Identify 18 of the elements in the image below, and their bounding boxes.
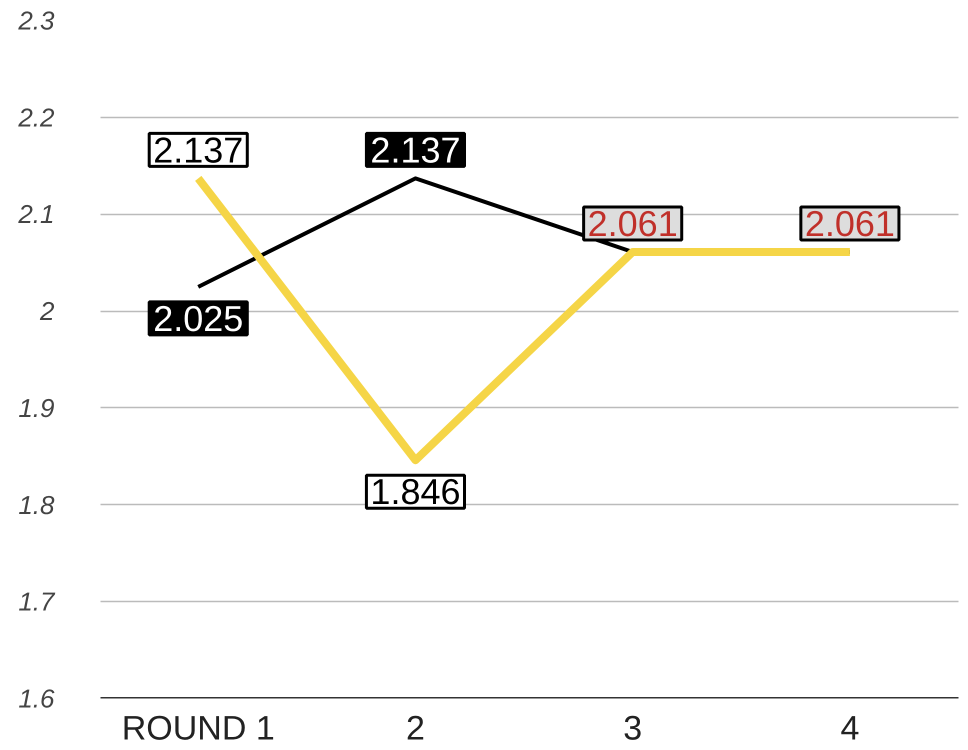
y-tick-label: 2.3	[17, 6, 56, 36]
data-label: 1.846	[370, 471, 461, 512]
y-tick-label: 1.8	[18, 490, 56, 520]
y-tick-label: 2.2	[17, 102, 56, 132]
x-tick-label: 4	[840, 710, 860, 748]
y-tick-label: 1.6	[18, 684, 56, 714]
data-label: 2.061	[804, 202, 895, 244]
x-tick-label: ROUND 1	[122, 710, 275, 748]
y-tick-label: 2	[39, 296, 56, 326]
x-tick-label: 3	[623, 710, 642, 748]
y-tick-label: 1.7	[18, 586, 56, 617]
y-tick-label: 2.1	[17, 199, 55, 230]
x-tick-label: 2	[406, 710, 425, 748]
data-label: 2.025	[153, 298, 244, 339]
data-label: 2.137	[370, 129, 461, 170]
data-label: 2.061	[588, 202, 678, 244]
y-tick-label: 1.9	[18, 392, 55, 423]
data-label: 2.137	[153, 129, 244, 170]
